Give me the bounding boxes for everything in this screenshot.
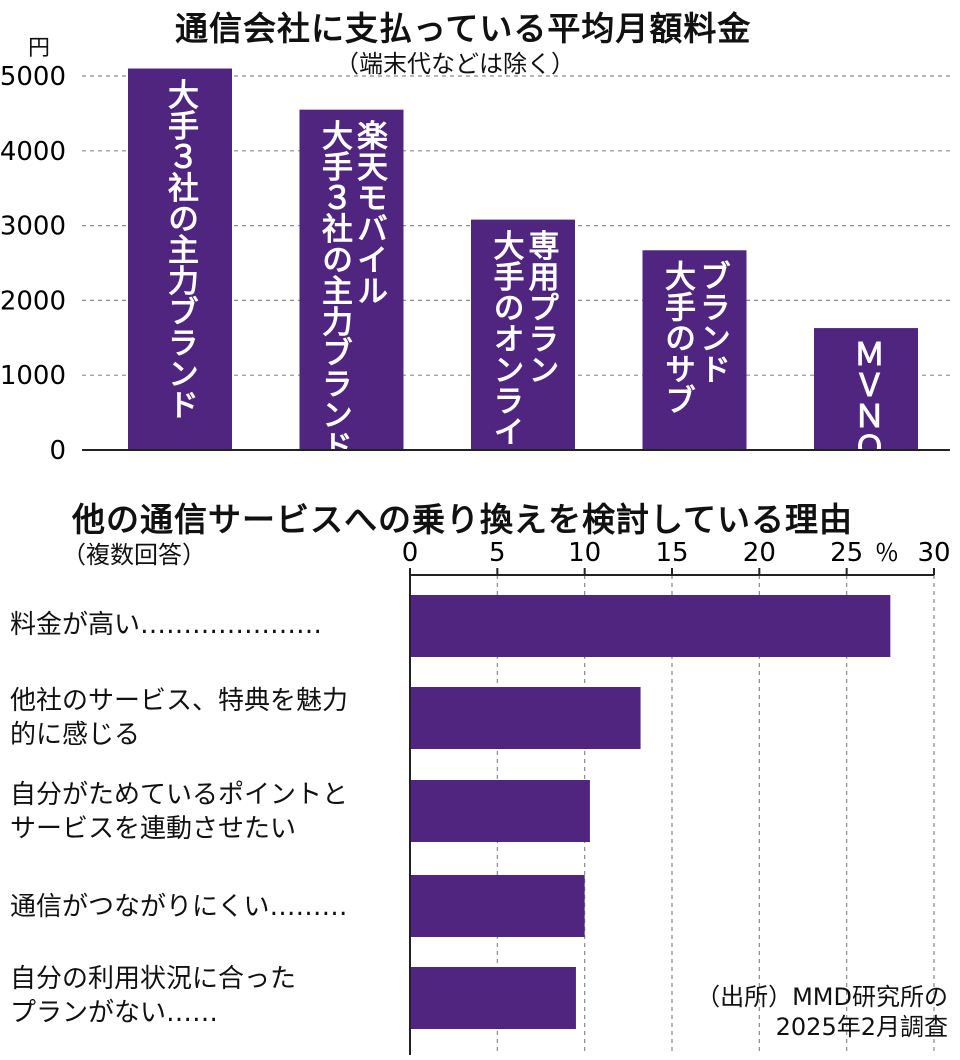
chart2-plot: 0 5 10 15 20 25 30 ％: [402, 538, 951, 1055]
chart2-bar: [411, 687, 641, 749]
chart1-bar: [299, 109, 404, 450]
chart2-x-tick-label: 5: [489, 538, 506, 568]
chart1-category-label: 楽天モバイル: [351, 120, 388, 306]
chart2-x-unit: ％: [875, 539, 899, 567]
chart2-x-tick-label: 10: [568, 538, 601, 568]
chart2-category-label: 通信がつながりにくい………: [10, 892, 348, 922]
chart1-category-label: 専用プラン: [523, 230, 560, 385]
chart1-subtitle: （端末代などは除く）: [335, 50, 575, 78]
chart1-y-tick-label: 1000: [0, 361, 66, 391]
chart1-y-tick-label: 5000: [0, 62, 66, 92]
chart2-bar: [411, 595, 891, 657]
chart2-title: 他の通信サービスへの乗り換えを検討している理由: [72, 500, 854, 539]
chart2-x-tick-label: 0: [402, 538, 419, 568]
chart2-x-tick-label: 20: [743, 538, 776, 568]
chart1-y-unit: 円: [28, 36, 51, 61]
chart1-y-tick-label: 2000: [0, 286, 66, 316]
chart2-x-tick-label: 30: [917, 538, 950, 568]
chart2-bars: [411, 595, 891, 1029]
chart1-category-label: 大手のオンライン: [488, 230, 525, 470]
source-note: （出所）MMD研究所の 2025年2月調査: [696, 983, 948, 1041]
chart2-category-label: 他社のサービス、特典を魅力 的に感じる: [10, 686, 349, 750]
chart2-bar: [411, 875, 585, 937]
chart2-subtitle: （複数回答）: [62, 541, 206, 569]
chart2-category-label: 自分の利用状況に合った プランがない……: [10, 964, 297, 1028]
chart1-bar: [814, 328, 918, 450]
chart1-bar: [471, 219, 575, 450]
chart2-x-tick-label: 15: [655, 538, 688, 568]
chart1-category-label: 大手のサブ: [659, 260, 696, 415]
chart1-title: 通信会社に支払っている平均月額料金: [175, 9, 752, 48]
chart2-x-ticks: 0 5 10 15 20 25 30 ％: [402, 538, 951, 575]
chart2-category-label: 自分がためているポイントと サービスを連動させたい: [10, 780, 349, 844]
chart1-bar: [642, 250, 747, 450]
chart2-bar: [411, 967, 576, 1029]
chart1-category-label: ＭＶＮＯ: [848, 338, 884, 462]
chart1-bars: [128, 68, 918, 451]
chart2-bar: [411, 780, 590, 842]
chart1-y-tick-label: 0: [49, 436, 66, 466]
chart1-bar: [128, 68, 232, 451]
chart1-category-label: 大手３社の主力ブランド・: [316, 120, 353, 470]
chart2-x-tick-label: 25: [830, 538, 863, 568]
chart2-category-label: 料金が高い…………………: [10, 610, 323, 640]
chart1-y-tick-label: 4000: [0, 137, 66, 167]
chart1-y-ticks: 0 1000 2000 3000 4000 5000: [0, 62, 66, 466]
chart1-category-label: ブランド: [694, 260, 730, 384]
chart1-y-tick-label: 3000: [0, 212, 66, 242]
chart1-category-label: 大手３社の主力ブランド: [162, 79, 199, 420]
